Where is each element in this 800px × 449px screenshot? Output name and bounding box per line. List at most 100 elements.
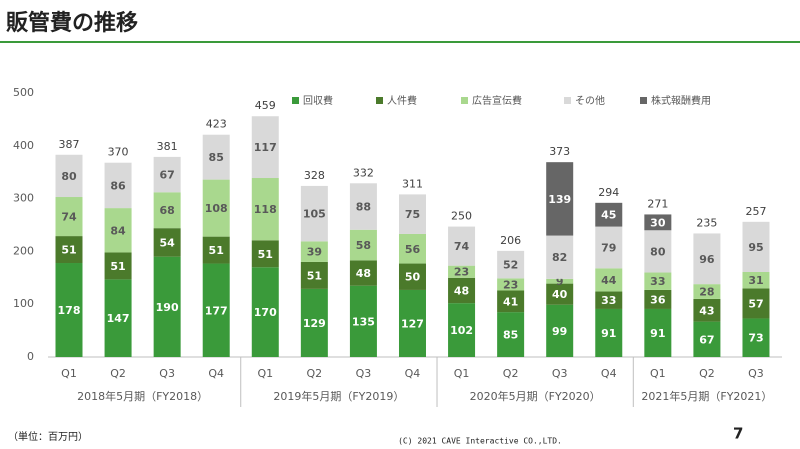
segment-label: 51 <box>307 269 322 282</box>
total-label: 311 <box>402 177 423 190</box>
segment-label: 129 <box>303 317 326 330</box>
bar-segment <box>595 226 623 269</box>
bar-segment <box>398 263 426 290</box>
bar-segment <box>104 279 132 357</box>
segment-label: 74 <box>61 211 77 224</box>
x-tick-label: Q3 <box>159 367 175 380</box>
total-label: 459 <box>255 99 276 112</box>
segment-label: 57 <box>748 297 763 310</box>
segment-label: 48 <box>454 284 469 297</box>
y-tick-label: 400 <box>13 139 34 152</box>
segment-label: 51 <box>258 248 273 261</box>
segment-label: 45 <box>601 209 616 222</box>
bar-segment <box>398 289 426 357</box>
segment-label: 85 <box>209 151 224 164</box>
segment-label: 48 <box>356 267 371 280</box>
bar-segment <box>497 278 525 291</box>
segment-label: 84 <box>110 224 126 237</box>
segment-label: 108 <box>205 202 228 215</box>
segment-label: 177 <box>205 304 228 317</box>
bar-segment <box>55 263 83 357</box>
bar-segment <box>153 228 181 257</box>
segment-label: 67 <box>699 333 714 346</box>
bar-segment <box>202 236 230 264</box>
total-label: 294 <box>598 186 619 199</box>
x-tick-label: Q2 <box>307 367 323 380</box>
segment-label: 91 <box>601 327 616 340</box>
bar-segment <box>251 116 279 179</box>
bar-segment <box>349 285 377 357</box>
bar-segment <box>251 240 279 268</box>
segment-label: 118 <box>254 203 277 216</box>
y-tick-label: 300 <box>13 192 34 205</box>
segment-label: 74 <box>454 240 470 253</box>
bar-segment <box>349 260 377 286</box>
segment-label: 99 <box>552 325 567 338</box>
bar-segment <box>644 308 672 357</box>
bar-segment <box>398 233 426 264</box>
segment-label: 23 <box>454 266 469 279</box>
bar-segment <box>595 291 623 309</box>
x-tick-label: Q2 <box>503 367 519 380</box>
legend-swatch <box>461 97 468 104</box>
bar-segment <box>448 277 476 304</box>
total-label: 271 <box>647 197 668 210</box>
x-tick-label: Q4 <box>405 367 421 380</box>
x-tick-label: Q3 <box>748 367 764 380</box>
segment-label: 51 <box>110 260 125 273</box>
bar-segment <box>153 156 181 193</box>
segment-label: 102 <box>450 324 473 337</box>
bar-segment <box>55 236 83 264</box>
bar-segment <box>742 271 770 289</box>
bar-segment <box>497 290 525 313</box>
bar-segment <box>300 241 328 262</box>
bar-segment <box>153 256 181 357</box>
segment-label: 95 <box>748 241 763 254</box>
bar-segment <box>104 162 132 209</box>
legend-label: 人件費 <box>387 94 417 107</box>
segment-label: 41 <box>503 295 518 308</box>
bar-segment <box>55 154 83 198</box>
unit-note: （単位：百万円） <box>8 430 88 443</box>
bar-segment <box>546 278 574 284</box>
segment-label: 91 <box>650 327 665 340</box>
legend-swatch <box>292 97 299 104</box>
bar-segment <box>398 194 426 234</box>
total-label: 387 <box>59 138 80 151</box>
x-tick-label: Q1 <box>454 367 470 380</box>
y-tick-label: 0 <box>27 350 34 363</box>
segment-label: 80 <box>650 245 666 258</box>
segment-label: 96 <box>699 253 715 266</box>
page-number: 7 <box>733 425 743 443</box>
group-label: 2018年5月期（FY2018） <box>77 389 208 403</box>
total-label: 423 <box>206 118 227 131</box>
x-tick-label: Q4 <box>208 367 224 380</box>
segment-label: 135 <box>352 315 375 328</box>
total-label: 370 <box>108 146 129 159</box>
legend-label: 株式報酬費用 <box>651 94 711 107</box>
bar-segment <box>546 304 574 357</box>
legend-label: その他 <box>575 94 605 107</box>
segment-label: 170 <box>254 306 277 319</box>
x-tick-label: Q1 <box>257 367 273 380</box>
segment-label: 147 <box>107 312 130 325</box>
segment-label: 31 <box>748 274 763 287</box>
bar-segment <box>104 252 132 280</box>
bar-segment <box>300 185 328 242</box>
chart-title: 販管費の推移 <box>6 10 138 36</box>
segment-label: 39 <box>307 246 322 259</box>
bar-segment <box>251 178 279 241</box>
bar-segment <box>497 312 525 357</box>
bar-segment <box>644 230 672 273</box>
segment-label: 178 <box>58 304 81 317</box>
segment-label: 50 <box>405 271 421 284</box>
y-tick-label: 100 <box>13 297 34 310</box>
segment-label: 190 <box>156 301 179 314</box>
bar-segment <box>644 214 672 231</box>
segment-label: 33 <box>601 294 616 307</box>
bar-segment <box>202 179 230 237</box>
segment-label: 68 <box>159 204 174 217</box>
segment-label: 82 <box>552 251 567 264</box>
bar-segment <box>546 283 574 305</box>
